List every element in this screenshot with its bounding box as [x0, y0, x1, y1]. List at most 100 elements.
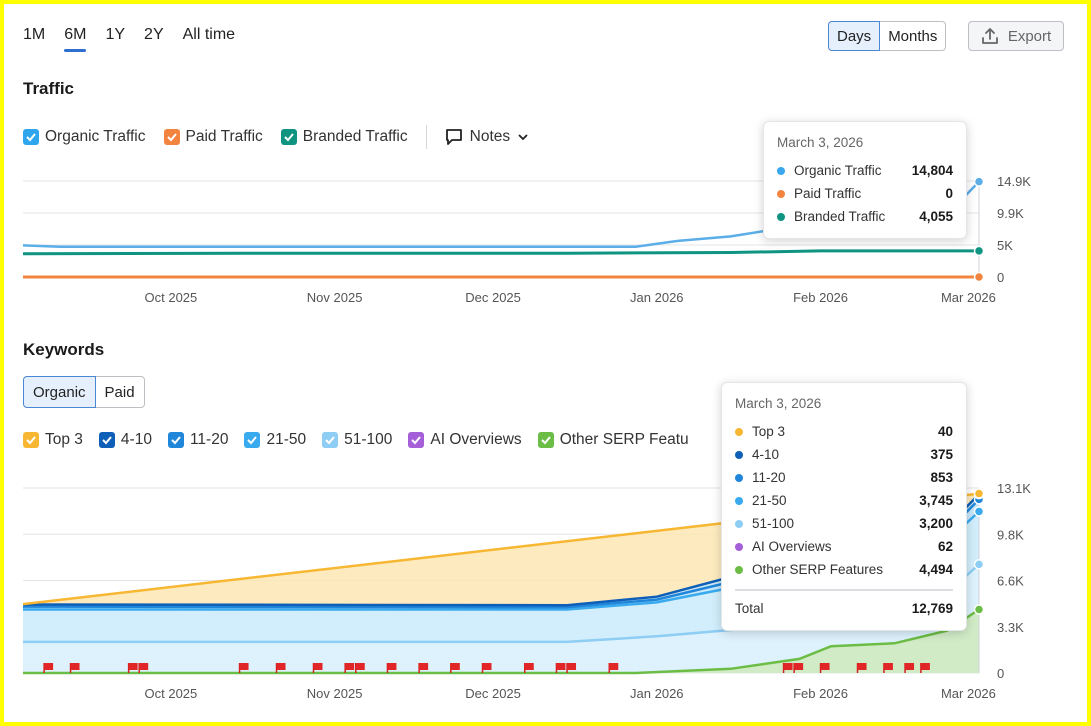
tab-all-time[interactable]: All time: [182, 26, 236, 43]
note-flag-icon[interactable]: [312, 663, 323, 673]
tooltip-row-value: 375: [930, 447, 953, 462]
legend-label: Top 3: [45, 431, 83, 448]
keywords-tooltip: March 3, 2026 Top 3 40 4-10 375 11-20 853 21-5…: [721, 382, 967, 631]
tooltip-row-value: 4,055: [919, 209, 953, 224]
legend-item[interactable]: 11-20: [167, 431, 228, 449]
note-flag-icon[interactable]: [69, 663, 80, 673]
tooltip-row-value: 62: [937, 539, 953, 554]
months-button[interactable]: Months: [880, 21, 947, 51]
tooltip-row-value: 4,494: [919, 562, 953, 577]
legend-label: 51-100: [344, 431, 393, 448]
tooltip-row: 11-20 853: [735, 466, 953, 489]
note-flag-icon[interactable]: [355, 663, 365, 673]
note-flag-icon[interactable]: [904, 663, 915, 673]
note-flag-icon[interactable]: [450, 663, 460, 673]
tooltip-row: Other SERP Features 4,494: [735, 558, 953, 581]
legend-item[interactable]: Top 3: [23, 431, 83, 449]
legend-item[interactable]: 51-100: [322, 431, 392, 449]
note-flag-icon[interactable]: [608, 663, 619, 673]
legend-item[interactable]: 4-10: [98, 431, 152, 449]
note-flag-icon[interactable]: [275, 663, 286, 673]
legend-organic-traffic[interactable]: Organic Traffic: [23, 128, 146, 146]
legend-branded-traffic[interactable]: Branded Traffic: [280, 128, 408, 146]
tab-2y[interactable]: 2Y: [144, 26, 164, 43]
tooltip-row-label: 21-50: [752, 493, 787, 508]
checkbox-icon: [322, 432, 339, 448]
note-flag-icon[interactable]: [782, 663, 793, 673]
note-flag-icon[interactable]: [524, 663, 534, 673]
legend-paid-traffic[interactable]: Paid Traffic: [163, 128, 263, 146]
export-button[interactable]: Export: [968, 21, 1064, 51]
keywords-type-toggle: Organic Paid: [23, 376, 145, 408]
note-flag-icon[interactable]: [883, 663, 893, 673]
series-dot-icon: [735, 450, 743, 459]
checkbox-icon: [167, 432, 184, 448]
note-flag-icon[interactable]: [138, 663, 149, 673]
paid-button[interactable]: Paid: [95, 376, 145, 408]
x-tick-label: Feb 2026: [793, 686, 848, 701]
note-flag-icon[interactable]: [43, 663, 54, 673]
note-flag-icon[interactable]: [386, 663, 397, 673]
tooltip-row-value: 0: [945, 186, 953, 201]
tooltip-row: 4-10 375: [735, 443, 953, 466]
organic-button[interactable]: Organic: [23, 376, 96, 408]
y-tick-label: 14.9K: [997, 174, 1031, 189]
legend-item[interactable]: AI Overviews: [408, 431, 522, 449]
note-flag-icon[interactable]: [566, 663, 577, 673]
tooltip-row: Paid Traffic 0: [777, 182, 953, 205]
note-flag-icon[interactable]: [238, 663, 249, 673]
tooltip-row-value: 40: [937, 424, 953, 439]
days-button[interactable]: Days: [828, 21, 881, 51]
export-label: Export: [1007, 27, 1052, 45]
series-dot-icon: [735, 427, 743, 436]
tooltip-total-value: 12,769: [911, 601, 953, 616]
note-flag-icon[interactable]: [418, 663, 429, 673]
period-tabs: 1M 6M 1Y 2Y All time: [23, 26, 254, 52]
x-tick-label: Oct 2025: [145, 290, 198, 305]
y-tick-label: 0: [997, 666, 1004, 681]
legend-item[interactable]: 21-50: [244, 431, 306, 449]
upload-icon: [981, 28, 998, 44]
tooltip-total-row: Total 12,769: [735, 597, 953, 620]
x-tick-label: Feb 2026: [793, 290, 848, 305]
checkbox-icon: [23, 432, 39, 448]
tab-6m[interactable]: 6M: [64, 26, 96, 52]
note-flag-icon[interactable]: [127, 663, 138, 673]
y-tick-label: 9.9K: [997, 206, 1024, 221]
x-tick-label: Dec 2025: [465, 686, 521, 701]
series-line: [22, 249, 979, 256]
note-flag-icon[interactable]: [481, 663, 492, 673]
point-marker: [973, 271, 985, 283]
point-marker: [973, 604, 985, 615]
legend-label: 21-50: [266, 431, 307, 448]
legend-label: Other SERP Featu: [559, 431, 689, 448]
x-tick-label: Mar 2026: [941, 290, 996, 305]
note-flag-icon[interactable]: [793, 663, 804, 673]
checkbox-icon: [244, 432, 261, 448]
legend-label: 4-10: [120, 431, 152, 448]
series-line: [23, 608, 980, 675]
note-flag-icon[interactable]: [856, 663, 867, 673]
note-flag-icon[interactable]: [555, 663, 566, 673]
checkbox-icon: [98, 432, 115, 448]
legend-label: Branded Traffic: [302, 128, 408, 145]
checkbox-icon: [537, 432, 554, 448]
legend-divider: [425, 125, 427, 149]
tab-1m[interactable]: 1M: [23, 26, 46, 43]
legend-label: AI Overviews: [430, 431, 522, 448]
x-tick-label: Nov 2025: [307, 290, 363, 305]
x-tick-label: Oct 2025: [145, 686, 198, 701]
tab-1y[interactable]: 1Y: [105, 26, 126, 43]
tooltip-row-value: 14,804: [911, 163, 953, 178]
series-dot-icon: [735, 542, 743, 551]
note-flag-icon[interactable]: [920, 663, 930, 673]
series-dot-icon: [777, 189, 785, 198]
tooltip-row-label: Branded Traffic: [794, 209, 886, 224]
notes-dropdown[interactable]: Notes: [445, 128, 530, 146]
note-flag-icon[interactable]: [344, 663, 355, 673]
granularity-toggle: Days Months: [828, 21, 947, 51]
tooltip-row: AI Overviews 62: [735, 535, 953, 558]
legend-item[interactable]: Other SERP Featu: [537, 431, 689, 449]
note-flag-icon[interactable]: [819, 663, 830, 673]
page-frame: 1M 6M 1Y 2Y All time Days Months Export …: [4, 4, 1087, 722]
